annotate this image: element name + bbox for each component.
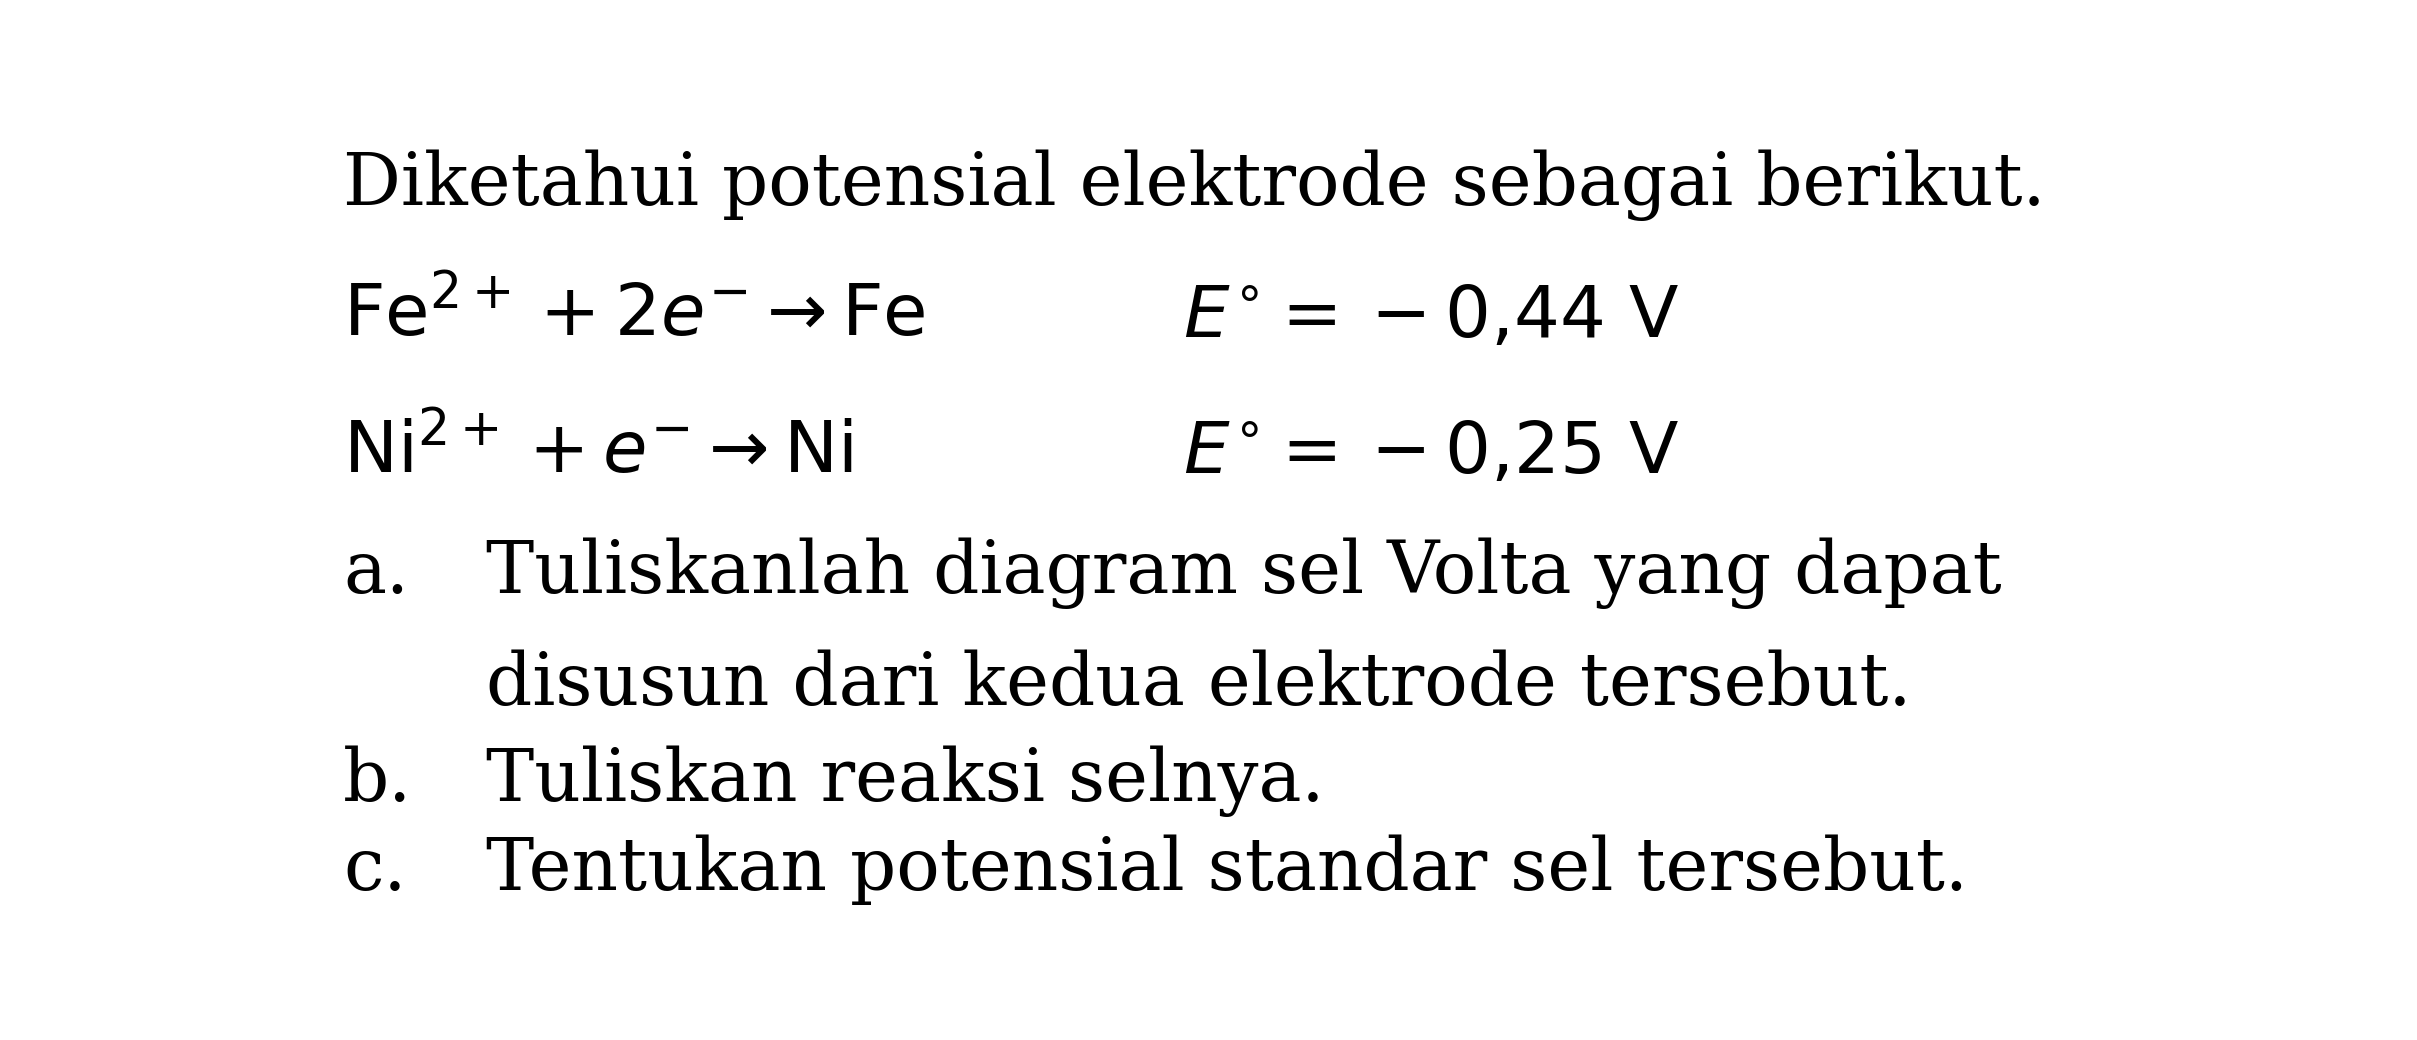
Text: Diketahui potensial elektrode sebagai berikut.: Diketahui potensial elektrode sebagai be… bbox=[343, 150, 2045, 220]
Text: Tuliskan reaksi selnya.: Tuliskan reaksi selnya. bbox=[486, 746, 1325, 817]
Text: $E^{\circ} = -0{,}25\ \mathrm{V}$: $E^{\circ} = -0{,}25\ \mathrm{V}$ bbox=[1182, 419, 1680, 488]
Text: Tuliskanlah diagram sel Volta yang dapat: Tuliskanlah diagram sel Volta yang dapat bbox=[486, 538, 2001, 609]
Text: $\mathrm{Fe}^{2+} + 2e^{-} \rightarrow \mathrm{Fe}$: $\mathrm{Fe}^{2+} + 2e^{-} \rightarrow \… bbox=[343, 280, 926, 352]
Text: $E^{\circ} = -0{,}44\ \mathrm{V}$: $E^{\circ} = -0{,}44\ \mathrm{V}$ bbox=[1182, 283, 1680, 352]
Text: a.: a. bbox=[343, 538, 408, 608]
Text: c.: c. bbox=[343, 834, 406, 905]
Text: b.: b. bbox=[343, 746, 413, 816]
Text: disusun dari kedua elektrode tersebut.: disusun dari kedua elektrode tersebut. bbox=[486, 650, 1912, 721]
Text: Tentukan potensial standar sel tersebut.: Tentukan potensial standar sel tersebut. bbox=[486, 834, 1967, 905]
Text: $\mathrm{Ni}^{2+} + e^{-} \rightarrow \mathrm{Ni}$: $\mathrm{Ni}^{2+} + e^{-} \rightarrow \m… bbox=[343, 416, 853, 488]
